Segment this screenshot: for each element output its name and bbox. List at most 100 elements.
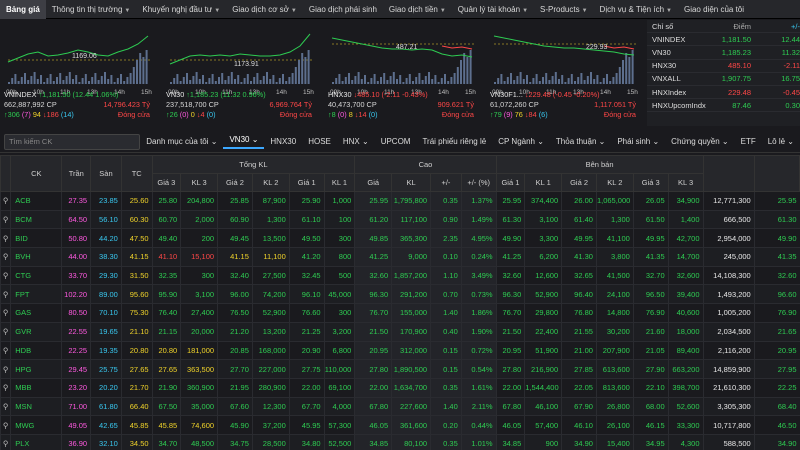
filter-tab[interactable]: HNX ⌄	[342, 137, 369, 146]
filter-tab[interactable]: Chứng quyền ⌄	[671, 137, 729, 146]
pin-icon[interactable]: ⚲	[0, 247, 11, 267]
pin-icon[interactable]: ⚲	[0, 359, 11, 379]
time-tick: 11h	[222, 89, 233, 96]
match-cell: 361,600	[391, 415, 431, 435]
filter-tab[interactable]: Thỏa thuận ⌄	[555, 137, 606, 146]
ask-cell: 24,100	[595, 284, 634, 305]
filter-tab[interactable]: VN30 ⌄	[223, 135, 265, 149]
stock-symbol[interactable]: MWG	[10, 415, 62, 435]
nav-tab[interactable]: Giao dịch tiền ▼	[388, 4, 446, 14]
stock-row[interactable]: ⚲ MSN 71.00 61.80 66.40 67.50 35,000 67.60 12,30…	[0, 397, 800, 417]
volume-bar	[43, 82, 46, 84]
index-row[interactable]: HNX30 485.10 -2.11	[647, 60, 800, 73]
bid-cell: 49.50	[288, 228, 325, 249]
stock-row[interactable]: ⚲ HPG 29.45 25.75 27.65 27.65 363,500 27.70 227,…	[0, 359, 800, 379]
chevron-down-icon: ▼	[666, 7, 672, 14]
index-row[interactable]: HNXIndex 229.48 -0.45	[647, 86, 800, 100]
filter-tab[interactable]: CP Ngành ⌄	[498, 137, 544, 146]
stock-row[interactable]: ⚲ ACB 27.35 23.85 25.60 25.80 204,800 25.85 87,9…	[0, 191, 800, 211]
nav-tab[interactable]: Dịch vụ & Tiện ích ▼	[599, 4, 672, 14]
time-tick: 10h	[357, 89, 368, 96]
stock-symbol[interactable]: BVH	[10, 247, 62, 267]
stock-row[interactable]: ⚲ PLX 36.90 32.10 34.50 34.70 48,500 34.75 28,50…	[0, 434, 800, 450]
stock-row[interactable]: ⚲ CTG 33.70 29.30 31.50 32.35 300 32.40 27,500 32…	[0, 266, 800, 286]
pin-icon[interactable]: ⚲	[0, 266, 11, 286]
stock-symbol[interactable]: GAS	[10, 303, 62, 323]
stock-symbol[interactable]: FPT	[10, 284, 62, 305]
match-cell: 117,100	[391, 210, 431, 230]
match-cell: 0.90	[430, 210, 462, 230]
filter-tab[interactable]: Danh mục của tôi ⌄	[146, 137, 218, 146]
filter-tab[interactable]: HNX30	[270, 137, 297, 146]
stock-row[interactable]: ⚲ FPT 102.20 89.00 95.60 95.90 3,100 96.00 74,20…	[0, 284, 800, 305]
floor-price: 61.80	[90, 397, 122, 417]
ask-cell: 32.65	[561, 266, 597, 286]
stock-symbol[interactable]: ACB	[10, 191, 62, 211]
index-chart[interactable]: 1169.06 09h 10h 11h 13h 14h 15h VNINDEX ↑1,181.…	[0, 20, 158, 126]
stock-row[interactable]: ⚲ MBB 23.20 20.20 21.70 21.90 360,900 21.95 280,…	[0, 378, 800, 398]
match-cell: 0.70	[430, 284, 462, 305]
volume-bar	[526, 75, 528, 84]
stock-symbol[interactable]: BID	[10, 228, 62, 249]
pin-icon[interactable]: ⚲	[0, 210, 11, 230]
nav-tab[interactable]: Thông tin thị trường ▼	[51, 4, 131, 14]
filter-tab[interactable]: Trái phiếu riêng lẻ	[422, 137, 487, 146]
stock-symbol[interactable]: PLX	[10, 434, 62, 450]
stock-symbol[interactable]: MSN	[10, 397, 62, 417]
stock-row[interactable]: ⚲ GAS 80.50 70.10 75.30 76.40 27,400 76.50 52,90…	[0, 303, 800, 323]
pin-icon[interactable]: ⚲	[0, 284, 11, 305]
nav-tab[interactable]: Giao dịch phái sinh	[308, 4, 377, 14]
search-input[interactable]: Tìm kiếm CK	[4, 133, 141, 150]
nav-tab[interactable]: S-Products ▼	[540, 4, 588, 14]
bid-cell: 76.40	[151, 303, 181, 323]
ask-cell: 61.50	[632, 210, 669, 230]
floor-price: 42.65	[90, 415, 122, 435]
nav-tab[interactable]: Khuyến nghị đầu tư ▼	[142, 4, 221, 14]
filter-tab[interactable]: ETF	[740, 137, 756, 146]
stock-symbol[interactable]: HPG	[10, 359, 62, 379]
nav-tab[interactable]: Giao diện của tôi	[683, 4, 745, 14]
filter-tab[interactable]: Phái sinh ⌄	[617, 137, 660, 146]
match-cell: 1.49%	[460, 210, 497, 230]
index-chart[interactable]: 487.21 09h 10h 11h 13h 14h 15h HNX30 ↓485.10 (-…	[324, 20, 482, 126]
nav-tab[interactable]: Quản lý tài khoản ▼	[457, 4, 529, 14]
match-cell: 49.85	[354, 228, 392, 249]
index-change: 12.44	[781, 34, 800, 44]
stock-symbol[interactable]: CTG	[10, 266, 62, 286]
nav-tab[interactable]: Giao dịch cơ sở ▼	[232, 4, 297, 14]
nav-tab[interactable]: Bảng giá	[0, 0, 46, 19]
pin-icon[interactable]: ⚲	[0, 228, 11, 249]
pin-icon[interactable]: ⚲	[0, 341, 11, 361]
index-row[interactable]: VNXALL 1,907.75 16.75	[647, 73, 800, 86]
volume-bar	[548, 80, 551, 84]
index-row[interactable]: HNXUpcomIndx 87.46 0.30	[647, 99, 800, 113]
pin-icon[interactable]: ⚲	[0, 434, 11, 450]
stock-row[interactable]: ⚲ HDB 22.25 19.35 20.80 20.80 181,000 20.85 168,…	[0, 341, 800, 361]
stock-symbol[interactable]: GVR	[10, 322, 62, 342]
filter-tab[interactable]: HOSE	[308, 137, 331, 146]
stock-row[interactable]: ⚲ BID 50.80 44.20 47.50 49.40 200 49.45 13,500 49…	[0, 228, 800, 249]
stock-row[interactable]: ⚲ MWG 49.05 42.65 45.85 45.85 74,600 45.90 37,20…	[0, 415, 800, 435]
stock-row[interactable]: ⚲ BCM 64.50 56.10 60.30 60.70 2,000 60.90 1,300 6…	[0, 210, 800, 230]
stock-symbol[interactable]: MBB	[10, 378, 62, 398]
time-tick: 09h	[330, 89, 341, 96]
pin-icon[interactable]: ⚲	[0, 191, 11, 211]
filter-tab[interactable]: UPCOM	[380, 137, 411, 146]
index-row[interactable]: VN30 1,185.23 11.32	[647, 46, 800, 60]
pin-icon[interactable]: ⚲	[0, 303, 11, 323]
stock-symbol[interactable]: BCM	[10, 210, 62, 230]
volume-bar	[602, 78, 605, 84]
index-chart[interactable]: 1173.91 09h 10h 11h 13h 14h 15h VN30 ↑1,185.23 …	[162, 20, 320, 126]
bid-cell: 110,000	[323, 359, 355, 379]
chevron-down-icon: ▼	[290, 7, 297, 14]
pin-icon[interactable]: ⚲	[0, 322, 11, 342]
pin-icon[interactable]: ⚲	[0, 378, 11, 398]
stock-symbol[interactable]: HDB	[10, 341, 62, 361]
index-chart[interactable]: 229.93 09h 10h 11h 13h 14h 15h VN30F1... ↓229.4…	[486, 20, 644, 126]
filter-tab[interactable]: Lô lẻ ⌄	[767, 137, 794, 146]
pin-icon[interactable]: ⚲	[0, 397, 11, 417]
index-row[interactable]: VNINDEX 1,181.50 12.44	[647, 33, 800, 47]
stock-row[interactable]: ⚲ BVH 44.00 38.30 41.15 41.10 15,100 41.15 11,10…	[0, 247, 800, 267]
pin-icon[interactable]: ⚲	[0, 415, 11, 435]
stock-row[interactable]: ⚲ GVR 22.55 19.65 21.10 21.15 20,000 21.20 13,20…	[0, 322, 800, 342]
